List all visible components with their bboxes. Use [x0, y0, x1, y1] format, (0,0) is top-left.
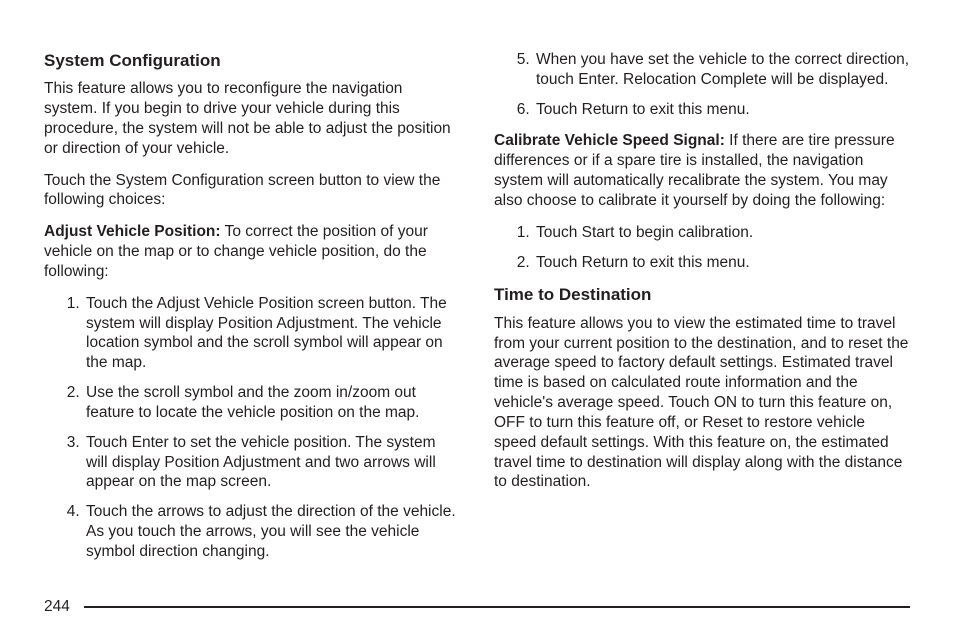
- ordered-list-adjust-steps-cont: When you have set the vehicle to the cor…: [494, 50, 910, 119]
- list-item: Touch Return to exit this menu.: [534, 100, 910, 120]
- ordered-list-calibrate-steps: Touch Start to begin calibration. Touch …: [494, 223, 910, 273]
- paragraph: This feature allows you to reconfigure t…: [44, 79, 460, 158]
- paragraph: This feature allows you to view the esti…: [494, 314, 910, 492]
- columns: System Configuration This feature allows…: [44, 50, 910, 574]
- right-column: When you have set the vehicle to the cor…: [494, 50, 910, 574]
- list-item: Touch Enter to set the vehicle position.…: [84, 433, 460, 492]
- list-item: Touch the Adjust Vehicle Position screen…: [84, 294, 460, 373]
- lead-label: Adjust Vehicle Position:: [44, 223, 221, 240]
- lead-label: Calibrate Vehicle Speed Signal:: [494, 132, 725, 149]
- paragraph-adjust-vehicle-position: Adjust Vehicle Position: To correct the …: [44, 222, 460, 281]
- page-number: 244: [44, 598, 70, 616]
- list-item: Touch the arrows to adjust the direction…: [84, 502, 460, 561]
- heading-time-to-destination: Time to Destination: [494, 284, 910, 305]
- list-item: Use the scroll symbol and the zoom in/zo…: [84, 383, 460, 423]
- heading-system-configuration: System Configuration: [44, 50, 460, 71]
- list-item: Touch Return to exit this menu.: [534, 253, 910, 273]
- footer-rule: [84, 606, 910, 608]
- paragraph-calibrate-speed: Calibrate Vehicle Speed Signal: If there…: [494, 131, 910, 210]
- page-footer: 244: [44, 598, 910, 616]
- left-column: System Configuration This feature allows…: [44, 50, 460, 574]
- list-item: When you have set the vehicle to the cor…: [534, 50, 910, 90]
- paragraph: Touch the System Configuration screen bu…: [44, 171, 460, 211]
- manual-page: System Configuration This feature allows…: [0, 0, 954, 636]
- ordered-list-adjust-steps: Touch the Adjust Vehicle Position screen…: [44, 294, 460, 562]
- list-item: Touch Start to begin calibration.: [534, 223, 910, 243]
